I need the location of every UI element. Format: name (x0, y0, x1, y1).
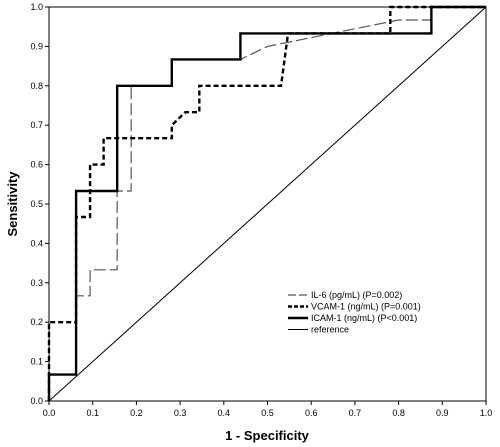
x-tick-label: 0.5 (261, 408, 274, 418)
series-line-reference (48, 6, 487, 402)
y-tick-label: 0.5 (30, 199, 43, 209)
legend-entry-vcam-1: VCAM-1 (ng/mL) (P=0.001) (311, 302, 421, 312)
y-tick-label: 0.4 (30, 238, 43, 248)
y-tick-label: 0.1 (30, 357, 43, 367)
y-tick-label: 0.0 (30, 396, 43, 406)
axis-ticks: 0.0 0.1 0.2 0.3 0.4 0.5 0.6 0.7 0.8 0.9 1.0 0.0 0.1 0… (30, 2, 492, 418)
x-tick-label: 0.3 (174, 408, 187, 418)
x-tick-label: 0.4 (218, 408, 231, 418)
y-tick-label: 0.9 (30, 41, 43, 51)
y-axis-title: Sensitivity (5, 171, 20, 237)
x-tick-label: 0.9 (436, 408, 449, 418)
x-tick-label: 0.8 (392, 408, 405, 418)
x-tick-label: 0.0 (43, 408, 56, 418)
x-tick-label: 0.6 (305, 408, 318, 418)
y-tick-label: 0.2 (30, 317, 43, 327)
series-line-icam-1 (47, 5, 486, 401)
y-tick-label: 0.8 (30, 81, 43, 91)
x-tick-label: 0.7 (349, 408, 362, 418)
x-tick-label: 0.1 (86, 408, 99, 418)
y-tick-label: 1.0 (30, 2, 43, 12)
legend-entry-reference: reference (311, 325, 349, 335)
x-tick-label: 1.0 (480, 408, 493, 418)
x-axis-title: 1 - Specificity (225, 428, 310, 443)
x-tick-label: 0.2 (130, 408, 143, 418)
legend-entry-icam-1: ICAM-1 (ng/mL) (P<0.001) (311, 313, 417, 323)
y-tick-label: 0.7 (30, 120, 43, 130)
y-tick-label: 0.6 (30, 160, 43, 170)
y-tick-label: 0.3 (30, 278, 43, 288)
legend-entry-il-6: IL-6 (pg/mL) (P=0.002) (311, 290, 402, 300)
series-lines (47, 5, 487, 402)
legend: IL-6 (pg/mL) (P=0.002) VCAM-1 (ng/mL) (P=… (288, 290, 421, 335)
